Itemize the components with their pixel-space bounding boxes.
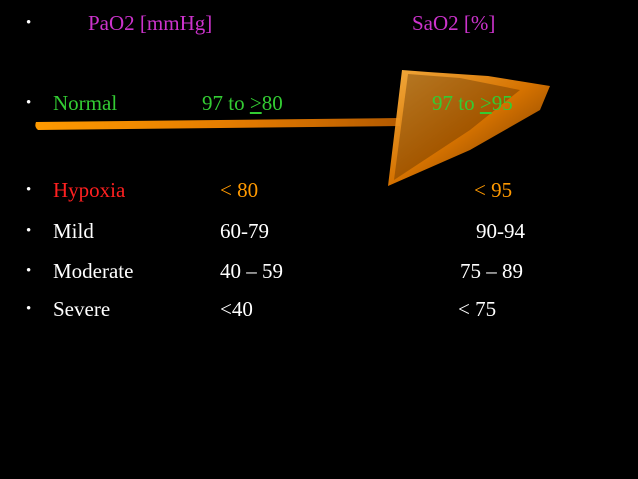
hypoxia-row: • Hypoxia < 80 < 95: [0, 175, 638, 205]
bullet: •: [26, 95, 32, 111]
moderate-sao2: 75 – 89: [460, 259, 523, 283]
moderate-label: Moderate: [53, 259, 134, 283]
mild-sao2: 90-94: [476, 219, 525, 243]
mild-row: • Mild 60-79 90-94: [0, 216, 638, 246]
normal-pao2: 97 to >80: [202, 88, 283, 118]
normal-pao2-value: 80: [261, 91, 283, 115]
normal-label: Normal: [53, 91, 118, 115]
hypoxia-label: Hypoxia: [53, 178, 126, 202]
sao2-header: SaO2 [%]: [412, 11, 496, 35]
severe-sao2: < 75: [458, 297, 497, 321]
severe-pao2: <40: [220, 297, 253, 321]
bullet: •: [26, 15, 32, 31]
hypoxia-pao2: < 80: [220, 178, 259, 202]
normal-pao2-prefix: 97 to: [202, 91, 250, 115]
moderate-pao2: 40 – 59: [220, 259, 283, 283]
mild-label: Mild: [53, 219, 94, 243]
severe-row: • Severe <40 < 75: [0, 294, 638, 324]
hypoxia-sao2: < 95: [474, 178, 513, 202]
bullet: •: [26, 301, 32, 317]
bullet: •: [26, 182, 32, 198]
pao2-header: PaO2 [mmHg]: [88, 11, 213, 35]
normal-pao2-symbol: >: [249, 91, 262, 115]
normal-sao2-prefix: 97 to: [432, 91, 480, 115]
normal-sao2-symbol: >: [479, 91, 492, 115]
normal-sao2-value: 95: [491, 91, 513, 115]
bullet: •: [26, 223, 32, 239]
bullet: •: [26, 263, 32, 279]
normal-sao2: 97 to >95: [432, 88, 513, 118]
severe-label: Severe: [53, 297, 111, 321]
mild-pao2: 60-79: [220, 219, 269, 243]
normal-row: • Normal 97 to >80 97 to >95: [0, 88, 638, 118]
header-row: • PaO2 [mmHg] SaO2 [%]: [0, 8, 638, 38]
moderate-row: • Moderate 40 – 59 75 – 89: [0, 256, 638, 286]
